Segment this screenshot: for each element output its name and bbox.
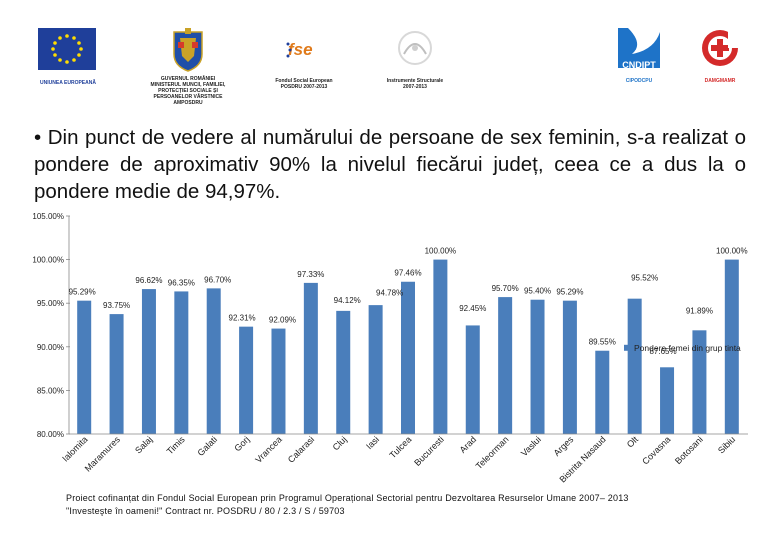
bar	[368, 305, 383, 434]
cndipt-caption: CIPODCPU	[625, 78, 653, 84]
bar	[174, 291, 189, 434]
logo-strip: UNIUNEA EUROPEANĂ GUVERNUL ROMÂNIEI MINI…	[0, 0, 780, 110]
bar	[77, 300, 92, 434]
y-tick-label: 100.00%	[32, 256, 64, 265]
bar	[336, 310, 351, 434]
cndipt-logo-icon	[618, 28, 660, 68]
x-category-label: Iasi	[364, 434, 381, 451]
eu-caption: UNIUNEA EUROPEANĂ	[40, 80, 96, 86]
fse-mark: fse	[288, 40, 313, 59]
data-label: 97.33%	[297, 270, 324, 279]
coat-of-arms-icon	[173, 28, 203, 72]
data-label: 96.35%	[168, 278, 195, 287]
x-category-label: Galati	[195, 434, 219, 458]
x-category-label: Ialomita	[60, 434, 89, 463]
legend-label: Pondere femei din grup tinta	[634, 343, 741, 353]
x-category-label: Sibiu	[716, 434, 737, 455]
x-category-label: Gorj	[232, 434, 251, 453]
footer-line-2: "Investeşte în oameni!" Contract nr. POS…	[66, 506, 345, 516]
x-category-label: Vaslui	[519, 434, 543, 458]
eu-flag-icon	[38, 28, 96, 70]
bars	[77, 259, 739, 434]
data-label: 95.29%	[69, 288, 96, 297]
x-category-label: Maramures	[83, 434, 123, 474]
data-labels: 95.29% 93.75% 96.62% 96.35% 96.70% 92.31% 92.0…	[69, 247, 748, 356]
x-category-label: Cluj	[331, 434, 349, 452]
bar	[595, 350, 610, 434]
bar	[141, 289, 156, 434]
bar	[692, 330, 707, 434]
data-label: 91.89%	[686, 307, 713, 316]
y-axis: 80.00% 85.00% 90.00% 95.00% 100.00% 105.00%	[32, 212, 70, 439]
summary-bullet: • Din punct de vedere al numărului de pe…	[34, 124, 746, 205]
y-tick-label: 85.00%	[37, 386, 64, 395]
x-category-label: Tulcea	[387, 434, 413, 460]
data-label: 93.75%	[103, 301, 130, 310]
fse-logo: fse	[284, 40, 324, 64]
data-label: 95.70%	[492, 284, 519, 293]
data-label: 95.29%	[556, 288, 583, 297]
data-label: 92.31%	[229, 314, 256, 323]
x-category-label: Botosani	[673, 434, 705, 466]
x-category-label: Covasna	[640, 434, 672, 466]
bar	[303, 282, 318, 434]
damgmamr-logo-icon	[702, 30, 742, 66]
data-label: 92.09%	[269, 316, 296, 325]
bar	[465, 325, 480, 434]
bar	[562, 300, 577, 434]
x-category-label: Timis	[165, 434, 187, 456]
y-tick-label: 80.00%	[37, 430, 64, 439]
bullet-symbol: •	[34, 126, 42, 149]
data-label: 92.45%	[459, 304, 486, 313]
gov-caption: GUVERNUL ROMÂNIEI MINISTERUL MUNCII, FAM…	[150, 76, 226, 106]
y-tick-label: 90.00%	[37, 343, 64, 352]
x-category-label: Teleorman	[474, 434, 511, 471]
bullet-text: Din punct de vedere al numărului de pers…	[34, 126, 747, 203]
footer: Proiect cofinanțat din Fondul Social Eur…	[66, 492, 746, 518]
x-category-label: Olt	[625, 434, 641, 450]
data-label: 100.00%	[716, 247, 748, 256]
damgmamr-caption: DAMGMAMR	[704, 78, 736, 84]
bar	[660, 367, 675, 434]
x-category-label: Bucuresti	[412, 434, 446, 468]
footer-line-1: Proiect cofinanțat din Fondul Social Eur…	[66, 493, 629, 503]
bar	[239, 326, 254, 434]
legend-swatch	[624, 344, 630, 351]
data-label: 95.40%	[524, 287, 551, 296]
cndipt-mark: CNDIPT	[622, 60, 656, 70]
data-label: 100.00%	[425, 247, 457, 256]
bar	[109, 314, 124, 434]
bar	[401, 281, 415, 434]
legend: Pondere femei din grup tinta	[624, 343, 741, 353]
y-tick-label: 105.00%	[32, 212, 64, 221]
is-caption: Instrumente Structurale 2007-2013	[386, 78, 444, 90]
fse-stars-icon	[286, 42, 292, 58]
x-category-label: Arges	[552, 434, 576, 458]
x-category-label: Vrancea	[253, 434, 284, 465]
bar	[206, 288, 221, 434]
bar	[433, 259, 448, 434]
data-label: 94.78%	[376, 288, 403, 297]
bar	[498, 297, 513, 434]
structural-instruments-icon	[398, 31, 432, 65]
bar-chart: 80.00% 85.00% 90.00% 95.00% 100.00% 105.00% 9…	[32, 212, 748, 485]
data-label: 95.52%	[631, 274, 658, 283]
data-label: 94.12%	[334, 296, 361, 305]
bar	[530, 299, 545, 434]
fse-caption: Fondul Social European POSDRU 2007-2013	[275, 78, 333, 90]
data-label: 87.65%	[649, 347, 676, 356]
bar	[627, 298, 642, 434]
data-label: 89.55%	[589, 338, 616, 347]
x-category-label: Calarasi	[286, 434, 316, 464]
bar	[724, 259, 739, 434]
x-category-label: Salaj	[133, 434, 154, 455]
data-label: 96.70%	[204, 275, 231, 284]
data-label: 96.62%	[135, 276, 162, 285]
y-tick-label: 95.00%	[37, 299, 64, 308]
data-label: 97.46%	[394, 269, 421, 278]
x-category-label: Arad	[458, 434, 479, 455]
bar	[271, 328, 286, 434]
